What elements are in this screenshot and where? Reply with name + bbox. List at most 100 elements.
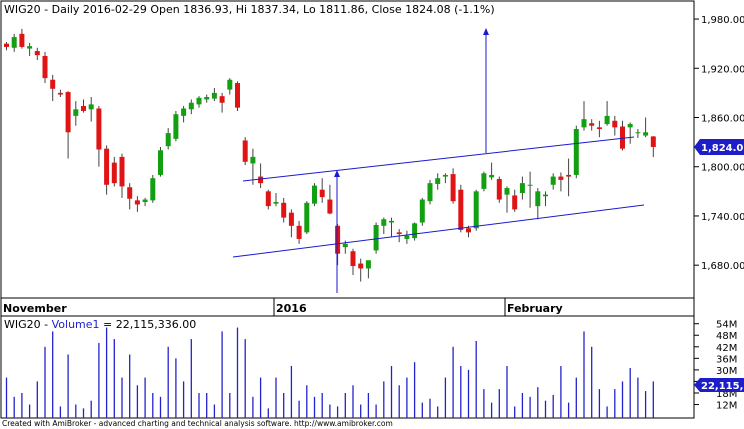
candle-down bbox=[281, 202, 287, 218]
candle-up bbox=[158, 150, 163, 175]
candle-down bbox=[396, 232, 402, 235]
date-label: February bbox=[507, 302, 563, 315]
candle-down bbox=[496, 179, 502, 200]
candle-up bbox=[88, 104, 94, 110]
volume-y-tick-label: 42M bbox=[716, 343, 737, 354]
volume-y-tick-label: 18M bbox=[716, 389, 737, 400]
candle-down bbox=[558, 176, 564, 180]
candle-up bbox=[312, 185, 317, 204]
candle-down bbox=[50, 79, 56, 89]
candle-down bbox=[335, 225, 341, 254]
volume-y-tick-label: 30M bbox=[716, 366, 737, 377]
volume-title-value: = 22,115,336.00 bbox=[100, 318, 197, 331]
volume-y-tick-label: 12M bbox=[716, 401, 737, 412]
candle-up bbox=[535, 191, 541, 207]
arrow-left-head bbox=[334, 170, 340, 177]
volume-y-tick-label: 48M bbox=[716, 331, 737, 342]
candle-up bbox=[11, 37, 17, 48]
candle-up bbox=[627, 124, 633, 128]
candle-up bbox=[196, 97, 202, 105]
candle-down bbox=[327, 199, 333, 214]
price-y-tick-label: 1,740.00 bbox=[701, 212, 744, 223]
candle-down bbox=[258, 176, 264, 184]
price-candles bbox=[4, 28, 656, 282]
candle-up bbox=[481, 173, 487, 189]
candle-up bbox=[604, 115, 610, 125]
candle-up bbox=[373, 224, 379, 251]
price-y-tick-label: 1,860.00 bbox=[701, 114, 744, 125]
candle-down bbox=[296, 225, 302, 239]
candle-down bbox=[458, 189, 464, 230]
candle-down bbox=[34, 51, 40, 56]
candle-down bbox=[57, 92, 63, 95]
candle-up bbox=[142, 199, 148, 203]
candle-up bbox=[227, 79, 233, 90]
candle-up bbox=[173, 114, 179, 139]
price-y-axis: 1,680.00 1,740.00 1,800.00 1,860.00 1,920.00… bbox=[694, 15, 744, 272]
channel-upper-line bbox=[242, 136, 635, 182]
date-axis-frame bbox=[0, 297, 695, 317]
candle-down bbox=[127, 187, 133, 199]
candle-down bbox=[265, 191, 271, 207]
candle-down bbox=[288, 212, 294, 226]
candle-up bbox=[643, 132, 649, 136]
candle-down bbox=[612, 120, 618, 128]
candle-up bbox=[489, 174, 495, 178]
price-y-tick-label: 1,800.00 bbox=[701, 163, 744, 174]
price-pane[interactable]: WIG20 - Daily 2016-02-29 Open 1836.93, H… bbox=[0, 0, 695, 299]
candle-down bbox=[620, 126, 625, 149]
date-label: 2016 bbox=[276, 302, 307, 315]
price-chart-title: WIG20 - Daily 2016-02-29 Open 1836.93, H… bbox=[4, 3, 495, 16]
candle-down bbox=[65, 92, 71, 133]
price-y-tick-label: 1,980.00 bbox=[701, 15, 744, 26]
footer-credit: Created with AmiBroker - advanced charti… bbox=[2, 419, 393, 428]
volume-y-tick-label: 54M bbox=[716, 320, 737, 331]
candle-up bbox=[412, 223, 418, 239]
candle-up bbox=[427, 183, 433, 202]
candle-up bbox=[435, 178, 441, 184]
candle-down bbox=[19, 33, 25, 47]
candle-down bbox=[4, 43, 9, 47]
candle-up bbox=[181, 108, 187, 116]
last-price-badge bbox=[694, 138, 744, 155]
candle-down bbox=[134, 200, 140, 205]
candle-up bbox=[365, 260, 371, 269]
candle-up bbox=[342, 243, 348, 248]
candle-up bbox=[381, 219, 387, 226]
candle-down bbox=[589, 123, 595, 126]
candle-down bbox=[358, 263, 364, 269]
date-labels: November 2016 February bbox=[0, 298, 563, 316]
candle-down bbox=[96, 108, 102, 150]
candle-up bbox=[404, 235, 410, 239]
candle-up bbox=[273, 202, 279, 204]
candle-up bbox=[442, 174, 448, 177]
candle-up bbox=[635, 132, 641, 134]
candle-down bbox=[235, 83, 240, 108]
date-axis: November 2016 February bbox=[0, 297, 695, 317]
last-volume-badge bbox=[694, 378, 744, 393]
volume-y-tick-label: 36M bbox=[716, 354, 737, 365]
candle-up bbox=[519, 183, 525, 193]
candle-down bbox=[450, 174, 456, 202]
candle-up bbox=[573, 128, 579, 175]
candle-up bbox=[211, 92, 217, 99]
candle-down bbox=[242, 140, 248, 162]
candle-up bbox=[543, 194, 548, 197]
candle-up bbox=[527, 184, 533, 186]
date-label: November bbox=[3, 302, 67, 315]
last-volume-label: 22,115,33 bbox=[701, 381, 744, 392]
last-price-label: 1,824.08 bbox=[701, 143, 744, 154]
candle-down bbox=[596, 127, 602, 129]
candle-down bbox=[219, 96, 225, 103]
candle-down bbox=[650, 136, 656, 147]
candle-down bbox=[119, 156, 125, 187]
candle-up bbox=[165, 133, 171, 147]
candle-down bbox=[319, 189, 325, 198]
candle-down bbox=[111, 162, 117, 184]
volume-bars bbox=[5, 327, 654, 418]
candle-down bbox=[466, 228, 471, 233]
volume-title: WIG20 - Volume1 = 22,115,336.00 bbox=[4, 318, 196, 331]
candle-up bbox=[73, 109, 79, 116]
volume-pane[interactable]: WIG20 - Volume1 = 22,115,336.00 bbox=[0, 315, 695, 419]
